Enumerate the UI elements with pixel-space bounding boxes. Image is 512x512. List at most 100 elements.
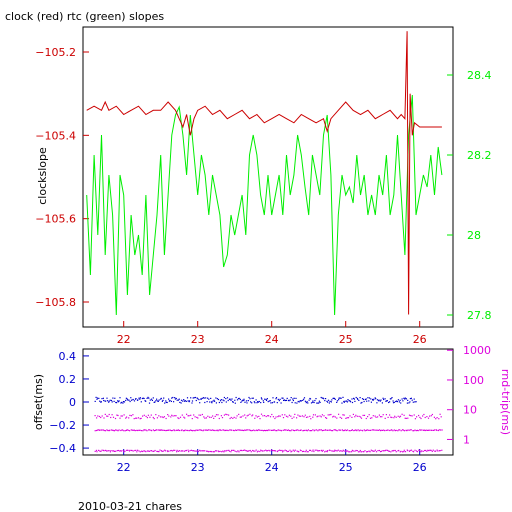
footer-caption: 2010-03-21 chares [78,500,182,512]
roundtrip-point [128,417,130,419]
roundtrip-point [441,429,443,431]
offset-point [139,397,141,399]
bottom-x-tick-label: 23 [191,461,205,474]
roundtrip-point [374,415,376,417]
offset-point [280,402,282,404]
roundtrip-point [153,450,155,452]
roundtrip-point [117,414,119,417]
roundtrip-point [235,417,237,419]
offset-point [308,399,310,401]
roundtrip-point [208,429,210,431]
roundtrip-point [402,451,404,453]
roundtrip-point [434,450,436,452]
roundtrip-point [385,449,387,451]
roundtrip-point [325,417,327,419]
roundtrip-point [237,429,239,431]
roundtrip-point [367,451,369,453]
roundtrip-point [238,413,240,415]
roundtrip-point [423,413,425,416]
roundtrip-point [102,429,104,431]
offset-point [346,400,348,402]
top-y-label: clockslope [36,147,49,205]
roundtrip-point [359,451,361,453]
roundtrip-point [153,418,155,420]
roundtrip-point [263,450,265,452]
bottom-left-tick-label: 0.2 [59,373,77,386]
roundtrip-point [195,429,197,431]
roundtrip-point [232,417,234,419]
roundtrip-point [158,429,160,431]
offset-point [198,399,200,401]
roundtrip-point [186,413,188,415]
roundtrip-point [276,430,278,432]
roundtrip-point [300,429,302,431]
roundtrip-point [125,417,127,419]
roundtrip-point [228,449,230,451]
roundtrip-point [119,417,121,419]
offset-point [368,397,371,399]
roundtrip-point [233,430,235,432]
roundtrip-point [187,429,189,432]
roundtrip-point [280,430,282,432]
roundtrip-point [321,450,323,452]
roundtrip-point [97,429,99,431]
offset-point [245,400,248,402]
roundtrip-point [281,449,283,452]
roundtrip-point [101,415,103,417]
offset-point [247,400,249,402]
offset-point [327,401,329,403]
roundtrip-point [391,450,393,452]
roundtrip-point [208,416,211,418]
offset-point [171,397,173,399]
offset-point [175,397,177,400]
roundtrip-point [255,449,257,451]
offset-point [168,398,170,400]
offset-point [343,401,345,403]
roundtrip-point [206,450,208,452]
roundtrip-point [179,416,182,418]
roundtrip-point [281,414,283,416]
roundtrip-point [211,429,213,431]
offset-point [268,400,270,402]
offset-point [109,399,111,401]
roundtrip-point [297,429,299,431]
roundtrip-point [397,450,399,452]
roundtrip-point [110,450,112,452]
offset-point [222,399,224,401]
offset-point [105,400,107,402]
roundtrip-point [366,451,368,453]
roundtrip-point [255,415,257,417]
roundtrip-point [257,429,259,431]
roundtrip-point [338,413,340,415]
roundtrip-point [189,450,191,452]
offset-point [367,397,369,399]
offset-point [127,399,129,401]
offset-point [340,397,342,399]
roundtrip-point [277,429,279,431]
offset-point [226,397,229,399]
roundtrip-point [275,450,277,452]
roundtrip-point [99,450,101,452]
roundtrip-point [199,429,201,431]
roundtrip-point [312,449,314,451]
offset-point [187,400,189,402]
roundtrip-point [399,416,401,418]
roundtrip-point [251,415,253,417]
offset-point [256,402,258,404]
roundtrip-point [399,429,401,431]
offset-point [147,396,149,398]
roundtrip-point [100,429,102,431]
roundtrip-point [293,450,295,452]
roundtrip-point [124,430,126,432]
roundtrip-point [358,415,360,417]
roundtrip-point [344,429,346,431]
offset-point [309,398,312,400]
roundtrip-point [355,449,357,452]
offset-point [199,402,201,404]
offset-point [292,399,294,402]
offset-point [237,398,240,400]
roundtrip-point [237,450,239,452]
roundtrip-point [387,429,389,431]
roundtrip-point [274,450,276,452]
offset-point [108,400,110,402]
